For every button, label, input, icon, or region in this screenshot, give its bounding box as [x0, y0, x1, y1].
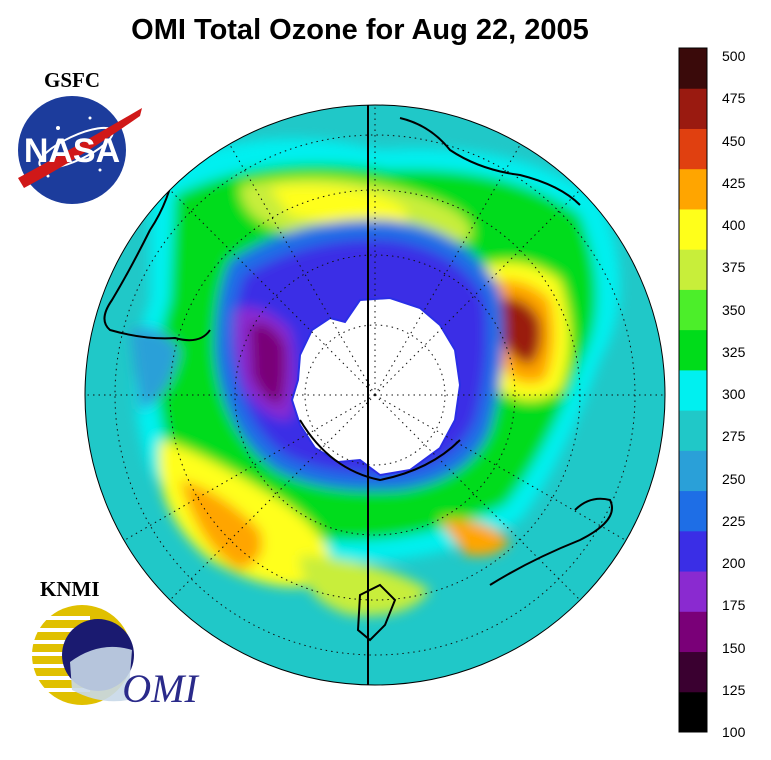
colorbar-tick-label: 375 [722, 259, 746, 276]
coastlines [103, 117, 613, 642]
colorbar-tick-label: 150 [722, 639, 746, 656]
colorbar-tick-label: 175 [722, 597, 746, 614]
colorbar-band [679, 289, 707, 331]
colorbar-band [679, 369, 707, 411]
colorbar-tick-label: 350 [722, 301, 746, 318]
colorbar-band [679, 88, 707, 129]
colorbar-band [679, 651, 707, 693]
knmi-label: KNMI [40, 577, 100, 601]
gsfc-label: GSFC [44, 68, 101, 92]
colorbar-tick-label: 475 [722, 90, 746, 107]
colorbar-tick-label: 425 [722, 174, 746, 191]
colorbar-tick-label: 400 [722, 217, 746, 233]
colorbar-tick-label: 225 [722, 512, 746, 529]
colorbar-band [679, 450, 707, 492]
map-title: OMI Total Ozone for Aug 22, 2005 [131, 14, 589, 46]
colorbar-tick-label: 325 [722, 343, 746, 360]
ozone-field [85, 105, 665, 685]
colorbar-band [679, 611, 707, 653]
colorbar-tick-label: 450 [722, 132, 746, 149]
colorbar-tick-label: 275 [722, 428, 746, 445]
colorbar-tick-label: 300 [722, 386, 746, 402]
colorbar-band [679, 249, 707, 290]
colorbar-band [679, 530, 707, 572]
colorbar-band [679, 168, 707, 210]
colorbar-band [679, 208, 707, 250]
graticule [85, 105, 665, 656]
colorbar-band [679, 571, 707, 612]
antarctica-landmass [290, 296, 462, 477]
colorbar-tick-label: 200 [722, 555, 746, 571]
colorbar-tick-label: 250 [722, 470, 746, 487]
colorbar-tick-label: 500 [722, 48, 746, 64]
colorbar-band [679, 329, 707, 371]
colorbar-tick-label: 100 [722, 724, 746, 740]
colorbar-band [679, 128, 707, 170]
colorbar-band [679, 410, 707, 451]
colorbar-band [679, 48, 707, 89]
colorbar-band [679, 490, 707, 532]
colorbar-band [679, 691, 707, 733]
colorbar-tick-label: 125 [722, 681, 746, 698]
